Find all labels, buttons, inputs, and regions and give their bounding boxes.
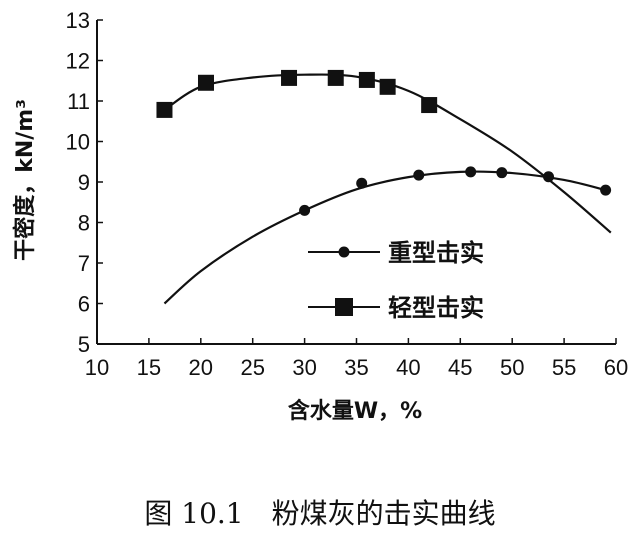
heavy-compaction-point [413, 169, 425, 181]
y-tick-label: 9 [78, 170, 90, 195]
x-tick-label: 15 [137, 355, 161, 380]
x-tick-label: 30 [292, 355, 316, 380]
light-compaction-point [197, 74, 214, 91]
compaction-chart: 10 15 20 25 30 35 40 45 50 55 60 5 6 7 8 9 10 11 12 13 重型击实轻… [12, 8, 629, 424]
heavy-compaction-point [496, 167, 508, 179]
heavy-compaction-point [465, 166, 477, 178]
y-tick-label: 10 [66, 130, 90, 155]
legend-label-light: 轻型击实 [388, 294, 484, 322]
x-tick-label: 10 [85, 355, 109, 380]
heavy-compaction-point [600, 184, 612, 196]
x-tick-label: 20 [189, 355, 213, 380]
figure-caption: 图 10.1 粉煤灰的击实曲线 [144, 497, 496, 530]
y-tick-label: 7 [78, 251, 90, 276]
x-tick-label: 25 [240, 355, 264, 380]
x-tick-label: 45 [448, 355, 472, 380]
x-tick-label: 35 [344, 355, 368, 380]
plot-area: 10 15 20 25 30 35 40 45 50 55 60 5 6 7 8 9 10 11 12 13 重型击实轻… [66, 8, 629, 380]
y-tick-label: 13 [66, 8, 90, 33]
light-compaction-point [327, 69, 344, 86]
light-compaction-point [281, 69, 298, 86]
legend-label-heavy: 重型击实 [388, 239, 484, 267]
x-tick-label: 60 [604, 355, 628, 380]
heavy-compaction-point [299, 204, 311, 216]
legend-marker-light [335, 298, 353, 316]
y-tick-label: 8 [78, 211, 90, 236]
y-tick-label: 11 [67, 89, 90, 114]
x-tick-label: 40 [396, 355, 420, 380]
x-axis-label: 含水量W，% [288, 398, 422, 424]
light-compaction-point [421, 97, 438, 114]
heavy-compaction-curve [163, 170, 606, 305]
light-compaction-curve [163, 73, 612, 234]
legend-marker-heavy [338, 246, 350, 258]
heavy-compaction-point [356, 177, 368, 189]
x-tick-label: 50 [500, 355, 524, 380]
y-axis-label: 干密度，kN/m³ [12, 99, 38, 261]
y-tick-label: 6 [78, 292, 90, 317]
light-compaction-point [156, 101, 173, 118]
light-compaction-point [379, 78, 396, 95]
light-compaction-point [358, 71, 375, 88]
heavy-compaction-point [543, 171, 555, 183]
x-tick-label: 55 [552, 355, 576, 380]
y-tick-label: 12 [66, 49, 90, 74]
y-tick-label: 5 [78, 332, 90, 357]
